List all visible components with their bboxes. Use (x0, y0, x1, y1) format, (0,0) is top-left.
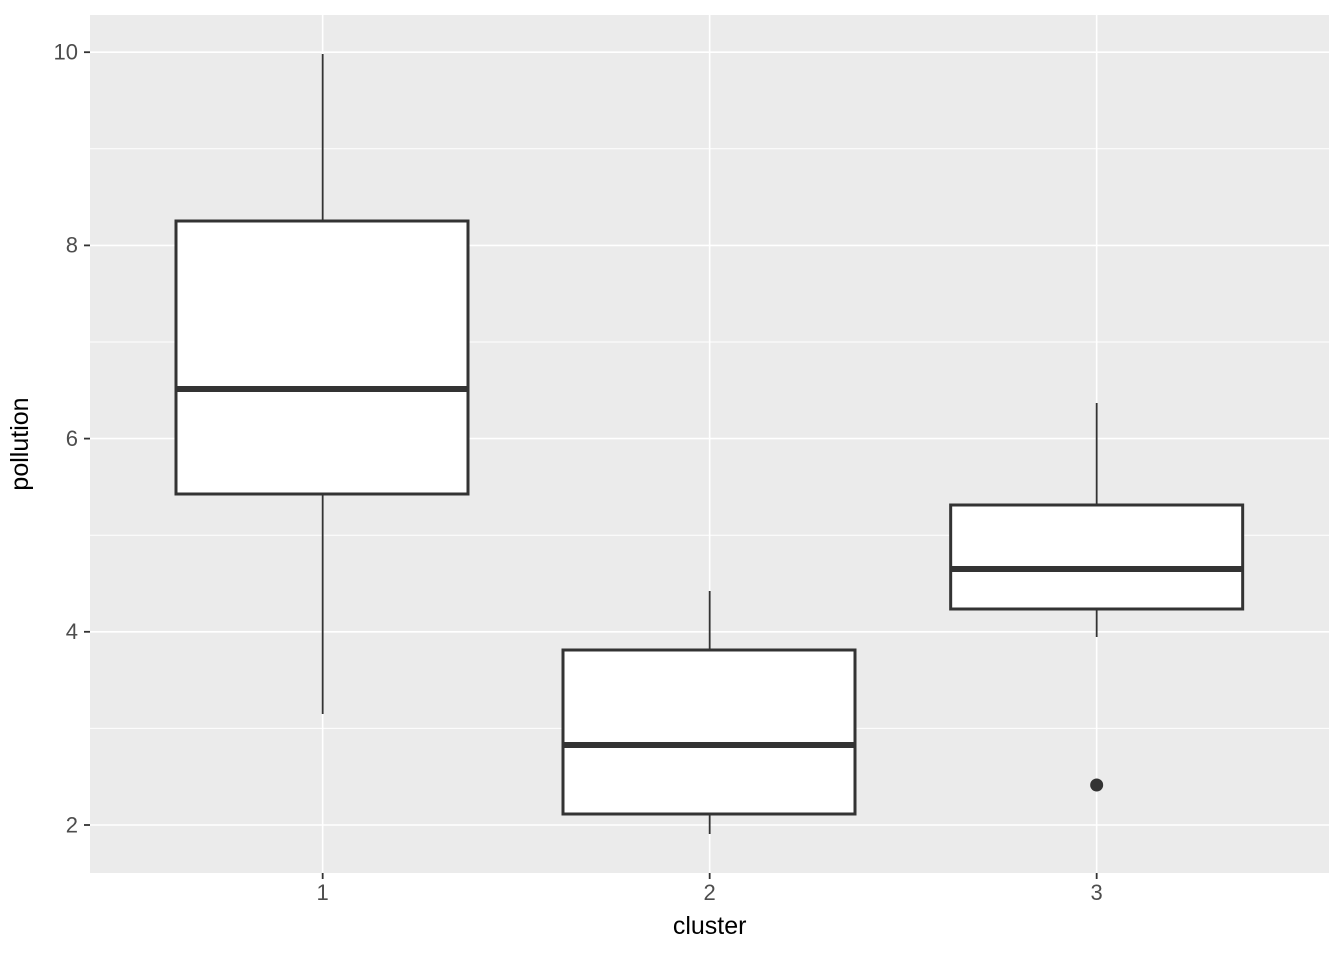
svg-text:cluster: cluster (673, 912, 747, 940)
svg-text:8: 8 (66, 233, 78, 258)
svg-text:pollution: pollution (6, 397, 34, 490)
svg-text:2: 2 (66, 812, 78, 837)
svg-text:1: 1 (317, 880, 329, 905)
svg-text:6: 6 (66, 426, 78, 451)
svg-text:4: 4 (66, 619, 78, 644)
svg-text:3: 3 (1091, 880, 1103, 905)
svg-text:10: 10 (54, 40, 78, 65)
svg-text:2: 2 (704, 880, 716, 905)
